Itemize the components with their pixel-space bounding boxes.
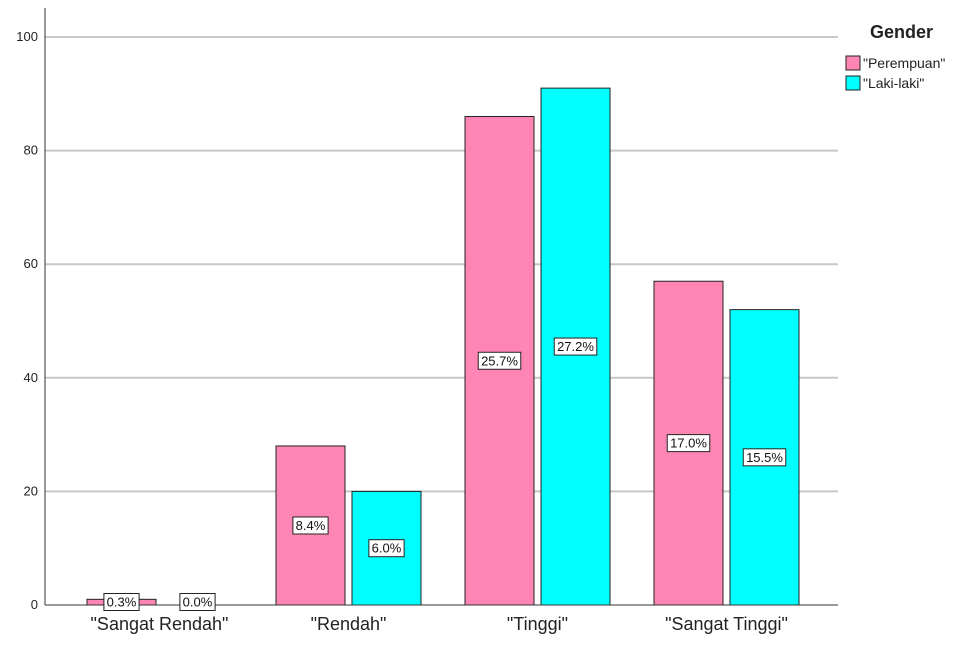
legend-item: "Laki-laki" <box>845 75 924 91</box>
data-label-text: 15.5% <box>746 450 783 465</box>
data-label-text: 17.0% <box>670 436 707 451</box>
legend-swatch <box>845 75 861 91</box>
legend-swatch <box>845 55 861 71</box>
data-label: 25.7% <box>477 351 522 370</box>
x-category-label: "Sangat Tinggi" <box>665 614 788 634</box>
legend-label: "Perempuan" <box>863 55 945 71</box>
legend-items: "Perempuan" "Laki-laki" <box>845 55 945 91</box>
y-tick-label: 0 <box>31 597 38 612</box>
data-label-box <box>553 337 598 356</box>
legend-title: Gender <box>870 22 933 42</box>
data-label: 8.4% <box>292 516 329 535</box>
data-label-text: 0.3% <box>107 595 137 610</box>
data-label: 27.2% <box>553 337 598 356</box>
x-category-labels: "Sangat Rendah" "Rendah" "Tinggi" "Sangat T… <box>91 614 788 634</box>
data-label-text: 6.0% <box>372 541 402 556</box>
y-tick-label: 60 <box>24 256 38 271</box>
x-category-label: "Tinggi" <box>507 614 568 634</box>
data-label: 15.5% <box>742 448 787 467</box>
y-tick-label: 40 <box>24 370 38 385</box>
data-label-box <box>292 516 329 535</box>
data-label-text: 27.2% <box>557 339 594 354</box>
y-tick-labels: 0 20 40 60 80 100 <box>16 29 38 612</box>
data-label-box <box>179 593 216 611</box>
data-labels: 0.3% 0.0% 8.4% 6.0% 25.7% 27.2% 17.0% 15.5% <box>103 337 787 611</box>
data-label: 6.0% <box>368 539 405 558</box>
data-label: 0.3% <box>103 593 140 611</box>
legend-label: "Laki-laki" <box>863 75 924 91</box>
data-label-text: 0.0% <box>183 595 213 610</box>
x-category-label: "Rendah" <box>311 614 387 634</box>
x-category-label: "Sangat Rendah" <box>91 614 229 634</box>
data-label-box <box>477 351 522 370</box>
data-label-text: 8.4% <box>296 518 326 533</box>
data-label-box <box>742 448 787 467</box>
legend-item: "Perempuan" <box>845 55 945 71</box>
y-tick-label: 100 <box>16 29 38 44</box>
bars <box>86 87 800 606</box>
data-label: 17.0% <box>666 434 711 453</box>
y-tick-label: 80 <box>24 143 38 158</box>
data-label-box <box>666 434 711 453</box>
data-label-box <box>103 593 140 611</box>
data-label-box <box>368 539 405 558</box>
data-label: 0.0% <box>179 593 216 611</box>
axes <box>44 8 838 606</box>
data-label-text: 25.7% <box>481 353 518 368</box>
y-tick-label: 20 <box>24 483 38 498</box>
legend: Gender "Perempuan" "Laki-laki" <box>845 22 945 91</box>
